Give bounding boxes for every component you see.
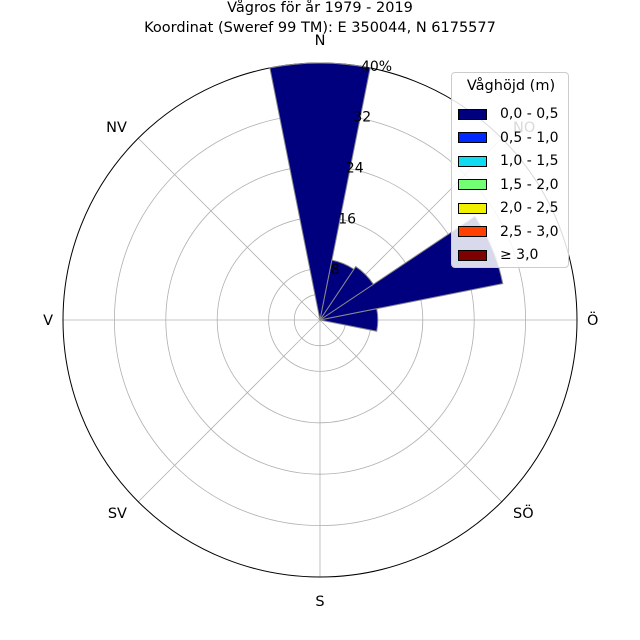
legend-item: 2,5 - 3,0 [458,223,558,241]
legend-label: ≥ 3,0 [500,247,539,263]
grid-spoke [137,137,321,321]
legend-label: 1,5 - 2,0 [500,176,559,193]
direction-label: NV [106,120,127,136]
legend-item: 0,0 - 0,5 [458,105,558,123]
legend-item: 1,5 - 2,0 [458,176,558,194]
legend: Våghöjd (m) 0,0 - 0,5 0,5 - 1,0 1,0 - 1,… [451,72,569,268]
grid-spoke [319,319,503,503]
radial-tick-label: 24 [346,160,364,176]
chart-subtitle: Koordinat (Sweref 99 TM): E 350044, N 61… [144,20,496,36]
legend-item: 0,5 - 1,0 [458,129,558,147]
legend-title: Våghöjd (m) [466,78,556,94]
legend-swatch [458,202,487,214]
grid-spoke [137,319,321,503]
radial-tick-label: 32 [353,110,371,126]
legend-swatch [458,108,487,120]
legend-item: 1,0 - 1,5 [458,152,558,170]
direction-label: S [315,594,324,610]
legend-swatch [458,132,487,143]
legend-swatch [458,249,487,261]
legend-label: 0,0 - 0,5 [500,106,559,122]
legend-swatch [458,179,487,190]
legend-label: 1,0 - 1,5 [500,153,559,169]
legend-swatch [458,226,487,237]
direction-label: SV [108,506,127,522]
direction-label: Ö [587,311,598,329]
direction-label: SÖ [513,504,534,522]
bar-sector [269,62,371,321]
radial-tick-label: 16 [338,211,356,227]
legend-item: 2,0 - 2,5 [458,199,558,217]
legend-label: 0,5 - 1,0 [500,129,559,146]
legend-item: ≥ 3,0 [458,246,538,264]
legend-label: 2,5 - 3,0 [500,223,559,240]
legend-label: 2,0 - 2,5 [500,200,559,216]
chart-title: Vågros för år 1979 - 2019 [227,0,413,16]
direction-label: V [43,313,53,329]
legend-swatch [458,155,487,167]
direction-label: N [315,33,326,49]
bar-sector [319,308,379,332]
radial-tick-label: 8 [331,262,340,278]
radial-tick-label: 40% [361,59,392,75]
